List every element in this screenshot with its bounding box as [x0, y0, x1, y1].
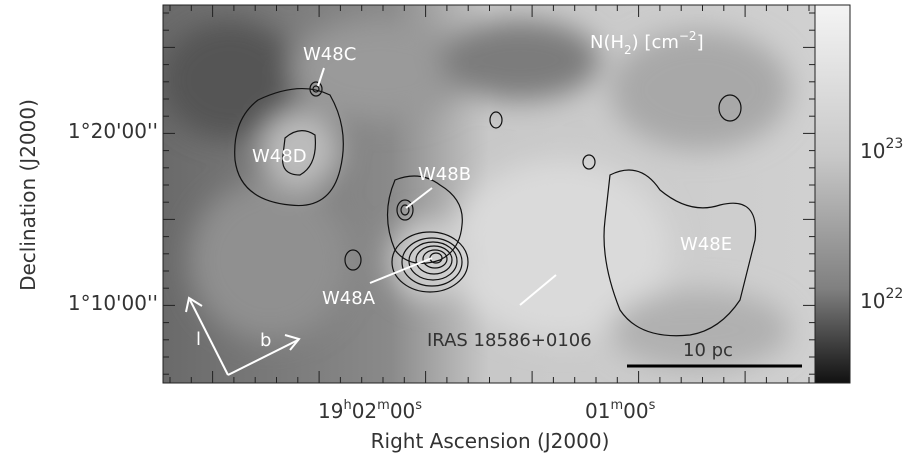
scale-bar-label: 10 pc	[683, 340, 733, 361]
source-label: W48D	[252, 146, 307, 167]
source-label: W48B	[418, 164, 471, 185]
colorbar	[815, 5, 850, 383]
galactic-axis-label: b	[260, 330, 271, 351]
y-tick-label: 1°20'00''	[68, 119, 158, 143]
colorbar-tick-label: 1022	[860, 286, 903, 313]
source-label: W48A	[322, 288, 376, 309]
column-density-image	[160, 5, 815, 383]
source-label: W48E	[680, 234, 732, 255]
figure: N(H2) [cm−2] W48C W48D W48B W48A W48E IR…	[0, 0, 924, 457]
y-tick-label: 1°10'00''	[68, 291, 158, 315]
galactic-axis-label: l	[196, 329, 201, 350]
x-tick-label: 19h02m00s	[318, 398, 422, 423]
source-label: W48C	[303, 44, 356, 65]
colorbar-tick-label: 1023	[860, 136, 903, 163]
x-tick-label: 01m00s	[585, 398, 656, 423]
x-axis-title: Right Ascension (J2000)	[371, 429, 610, 453]
source-label: IRAS 18586+0106	[427, 330, 592, 351]
y-axis-title: Declination (J2000)	[16, 99, 40, 291]
